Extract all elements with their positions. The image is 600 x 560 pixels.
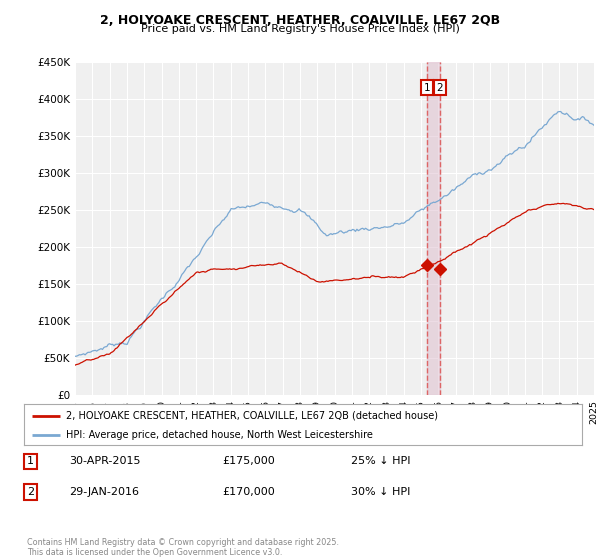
Text: 30-APR-2015: 30-APR-2015 — [69, 456, 140, 466]
Bar — [427, 62, 440, 395]
Text: Contains HM Land Registry data © Crown copyright and database right 2025.
This d: Contains HM Land Registry data © Crown c… — [27, 538, 339, 557]
Text: £170,000: £170,000 — [222, 487, 275, 497]
Text: 2, HOLYOAKE CRESCENT, HEATHER, COALVILLE, LE67 2QB (detached house): 2, HOLYOAKE CRESCENT, HEATHER, COALVILLE… — [66, 411, 438, 421]
Text: £175,000: £175,000 — [222, 456, 275, 466]
Text: 30% ↓ HPI: 30% ↓ HPI — [351, 487, 410, 497]
Text: 29-JAN-2016: 29-JAN-2016 — [69, 487, 139, 497]
Text: 2: 2 — [27, 487, 34, 497]
Text: HPI: Average price, detached house, North West Leicestershire: HPI: Average price, detached house, Nort… — [66, 430, 373, 440]
Text: 1: 1 — [27, 456, 34, 466]
Text: 2: 2 — [436, 82, 443, 92]
Text: 1: 1 — [424, 82, 430, 92]
Text: Price paid vs. HM Land Registry's House Price Index (HPI): Price paid vs. HM Land Registry's House … — [140, 24, 460, 34]
Text: 2, HOLYOAKE CRESCENT, HEATHER, COALVILLE, LE67 2QB: 2, HOLYOAKE CRESCENT, HEATHER, COALVILLE… — [100, 14, 500, 27]
Text: 25% ↓ HPI: 25% ↓ HPI — [351, 456, 410, 466]
